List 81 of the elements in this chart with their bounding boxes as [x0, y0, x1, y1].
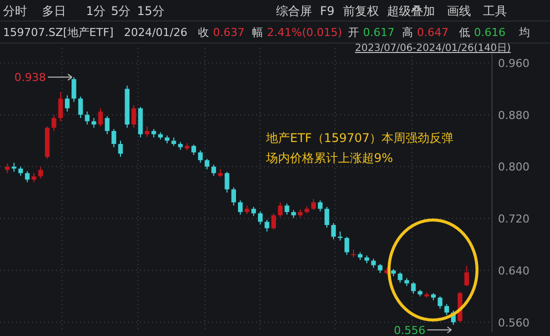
text: 超级叠加 — [387, 4, 435, 18]
candlestick — [464, 265, 469, 286]
text: 前复权 — [343, 4, 379, 18]
text: 0.616 — [474, 26, 506, 39]
candlestick — [24, 170, 30, 183]
candlestick — [104, 116, 110, 135]
candlestick — [351, 249, 356, 258]
candlestick — [78, 96, 83, 119]
candlestick — [211, 164, 216, 176]
y-tick-label: 0.880 — [498, 108, 530, 122]
candlestick — [204, 158, 210, 170]
text: 159707.SZ[地产ETF] — [3, 26, 114, 39]
candlestick — [38, 166, 43, 179]
candlestick — [112, 128, 116, 148]
text: 低 — [459, 26, 470, 39]
annotation: 场内价格累计上涨超9% — [265, 151, 394, 165]
text: 综合屏 — [276, 4, 312, 18]
candlestick — [318, 200, 323, 212]
text: 收 — [198, 26, 209, 39]
candlestick — [5, 162, 10, 174]
text: 开 — [348, 26, 359, 39]
candlestick — [278, 202, 283, 218]
text: 0.617 — [363, 26, 394, 39]
candlestick — [344, 236, 350, 256]
candlestick — [284, 203, 290, 216]
candlestick — [84, 111, 90, 126]
candlestick — [258, 210, 263, 225]
text: 工具 — [483, 4, 507, 18]
y-tick-label: 0.720 — [498, 212, 530, 226]
candlestick — [271, 212, 276, 230]
candlestick — [32, 172, 36, 183]
text: 幅 — [252, 26, 263, 39]
annotation: 0.938 — [14, 71, 46, 84]
y-tick-label: 0.960 — [498, 56, 530, 70]
text: 0.637 — [213, 26, 244, 39]
candlestick — [118, 140, 123, 158]
candlestick — [64, 94, 70, 112]
candlestick — [438, 296, 442, 310]
candlestick — [338, 231, 343, 242]
candlestick — [72, 76, 76, 102]
candlestick — [191, 144, 196, 156]
y-tick-label: 0.560 — [498, 316, 530, 330]
text: 5分 — [111, 4, 131, 18]
y-tick-label: 0.640 — [498, 264, 530, 278]
candlestick — [18, 166, 23, 176]
candlestick — [324, 206, 330, 228]
text: 15分 — [137, 4, 164, 18]
candlestick — [238, 200, 243, 216]
text: 分时 — [3, 4, 27, 18]
candlestick — [12, 162, 16, 172]
text: F9 — [320, 4, 335, 18]
candlestick — [411, 282, 416, 294]
annotation: 地产ETF（159707）本周强劲反弹 — [265, 131, 454, 145]
text: 2024/01/26 — [124, 26, 188, 39]
candlestick — [378, 263, 382, 274]
candlestick — [444, 304, 450, 316]
candlestick — [92, 118, 96, 128]
candlestick — [331, 222, 336, 240]
text: 画线 — [447, 4, 471, 18]
text: 均 — [518, 26, 530, 39]
candlestick — [251, 206, 256, 216]
candlestick — [52, 114, 56, 132]
text: 多日 — [42, 4, 66, 18]
candlestick — [398, 272, 402, 284]
y-tick-label: 0.800 — [498, 160, 530, 174]
candlestick — [98, 108, 103, 127]
candlestick — [264, 219, 270, 232]
text: 0.647 — [417, 26, 448, 39]
candlestick — [131, 104, 136, 128]
annotation: 0.556 — [394, 324, 426, 336]
text: 高 — [402, 26, 413, 39]
candlestick — [231, 186, 236, 206]
candlestick — [198, 150, 203, 164]
text: 1分 — [86, 4, 106, 18]
candlestick — [144, 126, 150, 138]
candlestick — [311, 198, 316, 211]
candlestick — [371, 258, 376, 268]
annotation: 2023/07/06-2024/01/26(140日) — [355, 43, 511, 54]
candlestick — [58, 92, 63, 122]
text: 2.41%(0.015) — [267, 26, 342, 39]
candlestick — [224, 171, 230, 194]
